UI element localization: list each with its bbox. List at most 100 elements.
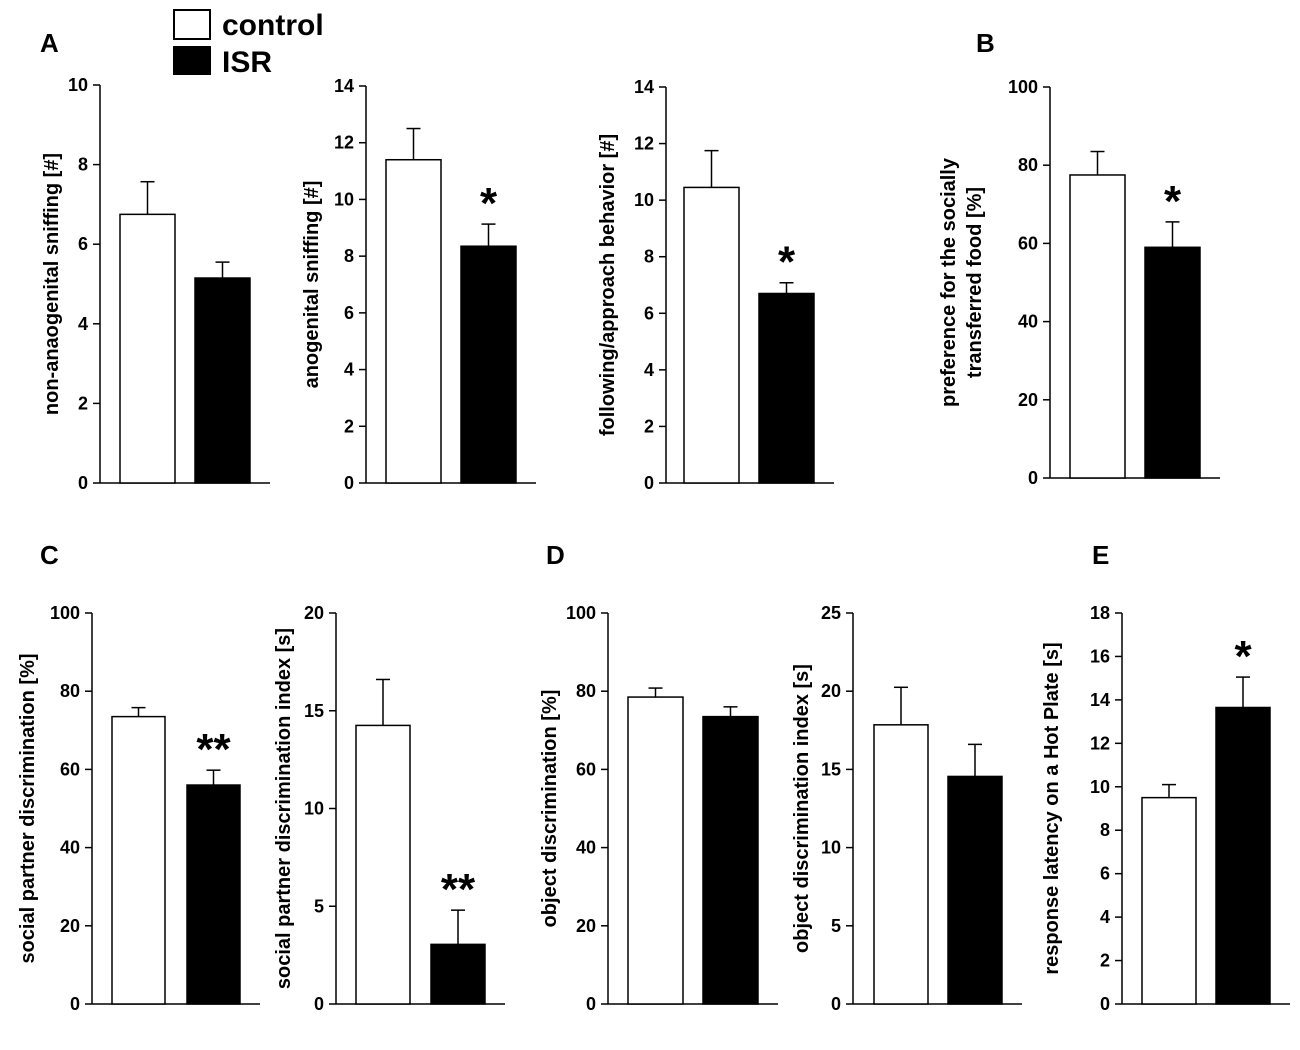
y-tick-label: 0 (78, 473, 88, 493)
y-tick-label: 60 (576, 759, 596, 779)
y-axis-label: transferred food [%] (964, 187, 986, 378)
y-tick-label: 20 (304, 603, 324, 623)
bar-control (355, 724, 411, 1005)
y-tick-label: 12 (634, 134, 654, 154)
y-axis-label: response latency on a Hot Plate [s] (1041, 642, 1063, 974)
chart-4: 0 20 40 60 80 100 * preference for the socially… (938, 77, 1220, 488)
bar-control (1069, 174, 1126, 479)
bar-isr (460, 245, 517, 484)
y-tick-label: 20 (576, 916, 596, 936)
y-tick-label: 8 (644, 247, 654, 267)
y-axis-label: social partner discrimination index [s] (273, 628, 295, 989)
bar-control (119, 213, 176, 484)
y-tick-label: 100 (566, 603, 596, 623)
significance-marker: * (1234, 632, 1252, 681)
bar-isr (702, 715, 759, 1005)
y-tick-label: 60 (1018, 233, 1038, 253)
y-tick-label: 0 (644, 473, 654, 493)
significance-marker: ** (196, 725, 231, 774)
y-tick-label: 100 (50, 603, 80, 623)
y-tick-label: 6 (644, 303, 654, 323)
bar-control (1141, 796, 1197, 1005)
bar-isr (194, 277, 251, 484)
panel-label-c: C (40, 540, 59, 570)
panel-label-d: D (546, 540, 565, 570)
panel-label-b: B (976, 28, 995, 58)
y-tick-label: 0 (1028, 468, 1038, 488)
y-tick-label: 20 (60, 916, 80, 936)
y-tick-label: 20 (1018, 390, 1038, 410)
y-tick-label: 12 (334, 133, 354, 153)
y-tick-label: 4 (1100, 907, 1110, 927)
bar-isr (947, 775, 1003, 1005)
legend: control ISR (173, 9, 324, 79)
y-tick-label: 8 (344, 246, 354, 266)
bar-control (111, 715, 166, 1005)
y-tick-label: 0 (1100, 994, 1110, 1014)
y-tick-label: 60 (60, 759, 80, 779)
y-tick-label: 20 (821, 681, 841, 701)
legend-swatch-control (173, 9, 211, 40)
y-tick-label: 25 (821, 603, 841, 623)
y-tick-label: 4 (344, 360, 354, 380)
y-tick-label: 10 (334, 189, 354, 209)
y-axis-label: following/approach behavior [#] (597, 134, 619, 436)
y-tick-label: 8 (1100, 820, 1110, 840)
y-tick-label: 0 (314, 994, 324, 1014)
y-tick-label: 10 (68, 75, 88, 95)
y-tick-label: 16 (1090, 646, 1110, 666)
y-tick-label: 0 (586, 994, 596, 1014)
charts: 0 2 4 6 8 10 non-anaogenital sniffing [#] 0 2 4 6 8… (17, 75, 1290, 1014)
y-tick-label: 80 (576, 681, 596, 701)
y-axis-label: social partner discrimination [%] (17, 653, 39, 963)
y-tick-label: 14 (634, 77, 654, 97)
y-axis-label: anogenital sniffing [#] (301, 181, 323, 389)
y-tick-label: 18 (1090, 603, 1110, 623)
y-tick-label: 10 (304, 799, 324, 819)
bar-control (683, 186, 740, 484)
significance-marker: * (1164, 177, 1182, 226)
legend-label-control: control (222, 9, 324, 42)
bar-isr (1144, 246, 1201, 479)
y-tick-label: 2 (344, 416, 354, 436)
y-tick-label: 4 (78, 314, 88, 334)
y-tick-label: 2 (644, 416, 654, 436)
bar-isr (430, 943, 486, 1005)
y-tick-label: 100 (1008, 77, 1038, 97)
bar-isr (186, 784, 241, 1005)
y-axis-label: object discrimination [%] (539, 690, 561, 928)
significance-marker: * (480, 179, 498, 228)
panel-label-a: A (40, 28, 59, 58)
chart-3: 0 2 4 6 8 10 12 14 * following/approach behavior … (597, 77, 834, 493)
chart-5: 0 20 40 60 80 100 ** social partner discriminat… (17, 603, 260, 1014)
y-tick-label: 40 (60, 838, 80, 858)
y-tick-label: 14 (334, 76, 354, 96)
chart-2: 0 2 4 6 8 10 12 14 * anogenital sniffing [#] (301, 76, 536, 493)
y-axis-label: object discrimination index [s] (791, 664, 813, 953)
chart-7: 0 20 40 60 80 100 object discrimination [%] (539, 603, 778, 1014)
bar-control (627, 696, 684, 1005)
y-tick-label: 15 (304, 701, 324, 721)
bar-control (385, 158, 442, 484)
chart-1: 0 2 4 6 8 10 non-anaogenital sniffing [#] (41, 75, 270, 493)
y-tick-label: 0 (831, 994, 841, 1014)
y-tick-label: 40 (1018, 312, 1038, 332)
y-axis-label: preference for the socially (938, 157, 960, 407)
y-tick-label: 0 (344, 473, 354, 493)
y-tick-label: 0 (70, 994, 80, 1014)
y-tick-label: 6 (344, 303, 354, 323)
y-tick-label: 2 (78, 393, 88, 413)
y-tick-label: 15 (821, 759, 841, 779)
y-tick-label: 10 (1090, 777, 1110, 797)
y-tick-label: 4 (644, 360, 654, 380)
y-tick-label: 40 (576, 838, 596, 858)
panel-label-e: E (1092, 540, 1109, 570)
y-tick-label: 10 (821, 838, 841, 858)
bar-isr (1215, 706, 1271, 1005)
y-tick-label: 2 (1100, 951, 1110, 971)
y-tick-label: 80 (60, 681, 80, 701)
chart-8: 0 5 10 15 20 25 object discrimination index [s… (791, 603, 1022, 1014)
y-tick-label: 80 (1018, 155, 1038, 175)
y-tick-label: 10 (634, 190, 654, 210)
